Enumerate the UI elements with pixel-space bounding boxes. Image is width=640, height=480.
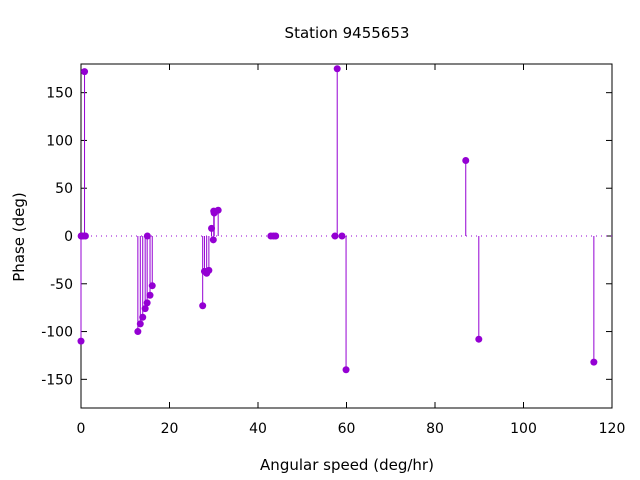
y-tick-label: -100: [41, 325, 73, 341]
chart-title: Station 9455653: [285, 24, 410, 42]
y-tick-label: 150: [46, 86, 73, 102]
data-point: [209, 236, 217, 244]
data-point: [146, 291, 154, 299]
y-tick-label: 100: [46, 133, 73, 149]
x-tick-label: 120: [599, 421, 626, 437]
data-point: [143, 299, 151, 307]
data-point: [139, 313, 147, 321]
x-tick-label: 0: [77, 421, 86, 437]
x-axis-label: Angular speed (deg/hr): [260, 456, 434, 474]
data-point: [143, 232, 151, 240]
data-point: [338, 232, 346, 240]
plot-area: 0 20 40 60 80 100 120 -150 -100 -50 0 50 100 150: [41, 63, 626, 437]
data-point: [141, 305, 149, 313]
data-point: [136, 320, 144, 328]
x-tick-label: 100: [510, 421, 537, 437]
data-point: [134, 328, 142, 336]
y-axis-label: Phase (deg): [10, 192, 28, 282]
x-tick-label: 20: [161, 421, 179, 437]
data-point: [462, 157, 470, 165]
data-point: [590, 358, 598, 366]
x-tick-label: 80: [426, 421, 444, 437]
data-point: [214, 206, 222, 214]
x-tick-label: 40: [249, 421, 267, 437]
y-tick-label: -50: [50, 277, 73, 293]
y-tick-label: 0: [64, 229, 73, 245]
data-point: [199, 302, 207, 310]
y-tick-label: 50: [55, 181, 73, 197]
data-point: [148, 282, 156, 290]
data-point: [81, 68, 89, 76]
data-point: [342, 366, 350, 374]
data-point: [77, 337, 85, 345]
data-point: [205, 266, 213, 274]
data-point: [272, 232, 280, 240]
y-tick-label: -150: [41, 372, 73, 388]
data-point: [333, 65, 341, 73]
data-point: [81, 232, 89, 240]
data-point: [475, 335, 483, 343]
x-tick-label: 60: [338, 421, 356, 437]
